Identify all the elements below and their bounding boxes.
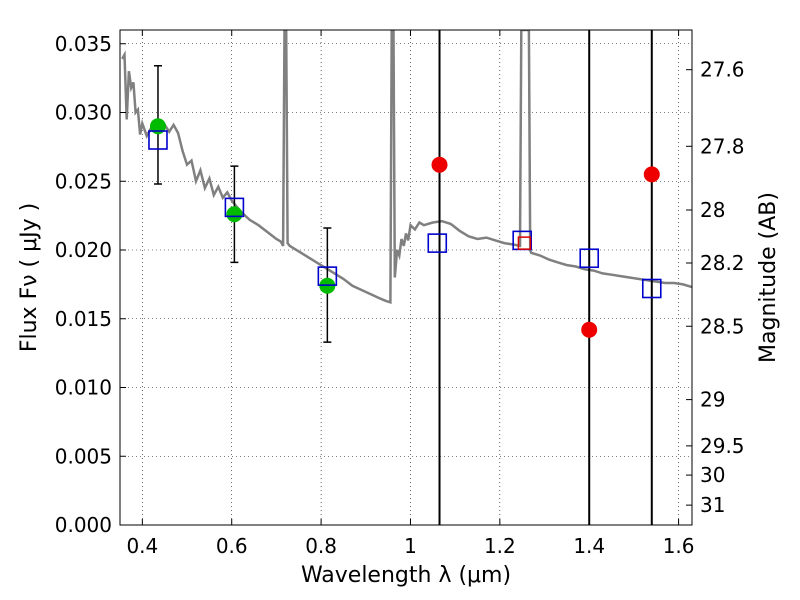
spectrum-layer xyxy=(121,30,692,304)
ticks xyxy=(120,30,692,526)
detection-point xyxy=(149,118,166,135)
y-tick-label: 0.015 xyxy=(55,307,112,331)
model-square xyxy=(148,130,168,150)
y2-tick-label: 28.2 xyxy=(700,251,745,275)
grid-lines xyxy=(120,30,692,525)
x-tick-label: 1 xyxy=(404,534,417,558)
y-tick-label: 0.030 xyxy=(55,101,112,125)
y2-tick-label: 31 xyxy=(700,493,725,517)
detection-point xyxy=(226,206,243,223)
x-tick-label: 1.2 xyxy=(484,534,516,558)
upper-limit-point xyxy=(431,156,448,173)
highlight-square xyxy=(517,236,532,250)
y2-tick-label: 29 xyxy=(700,388,725,412)
vertical-lines xyxy=(438,30,653,525)
model-square xyxy=(641,278,662,299)
y-tick-label: 0.005 xyxy=(55,444,112,468)
x-tick-label: 1.6 xyxy=(663,534,695,558)
x-tick-label: 1.4 xyxy=(573,534,605,558)
model-square xyxy=(317,266,338,286)
x-tick-label: 0.6 xyxy=(216,534,248,558)
spectrum-line xyxy=(121,30,692,304)
y2-tick-label: 30 xyxy=(700,463,725,487)
plot-frame xyxy=(119,29,693,526)
upper-limit-point xyxy=(643,166,660,183)
model-square xyxy=(579,248,600,269)
x-tick-label: 0.4 xyxy=(126,534,158,558)
y2-axis-label: Magnitude (AB) xyxy=(756,192,781,363)
y2-tick-label: 27.6 xyxy=(700,58,745,82)
x-tick-label: 0.8 xyxy=(305,534,337,558)
y-axis-label: Flux Fν ( μJy ) xyxy=(17,203,42,352)
model-square xyxy=(512,230,532,251)
y2-tick-label: 28.5 xyxy=(700,314,745,338)
y-tick-label: 0.010 xyxy=(55,376,112,400)
y-tick-label: 0.020 xyxy=(55,238,112,262)
tick-labels: 0.4 0.6 0.8 1 1.2 1.4 1.6 0.000 0.005 0.010 0.015 0… xyxy=(55,32,745,558)
y-tick-label: 0.025 xyxy=(55,169,112,193)
model-square xyxy=(224,197,245,218)
markers xyxy=(148,118,662,338)
model-square xyxy=(427,233,448,253)
upper-limit-point xyxy=(581,321,598,338)
y-tick-label: 0.000 xyxy=(55,513,112,537)
y2-tick-label: 29.5 xyxy=(700,434,745,458)
y2-tick-label: 27.8 xyxy=(700,134,745,158)
y-tick-label: 0.035 xyxy=(55,32,112,56)
y2-tick-label: 28 xyxy=(700,198,725,222)
x-axis-label: Wavelength λ (μm) xyxy=(301,563,511,588)
